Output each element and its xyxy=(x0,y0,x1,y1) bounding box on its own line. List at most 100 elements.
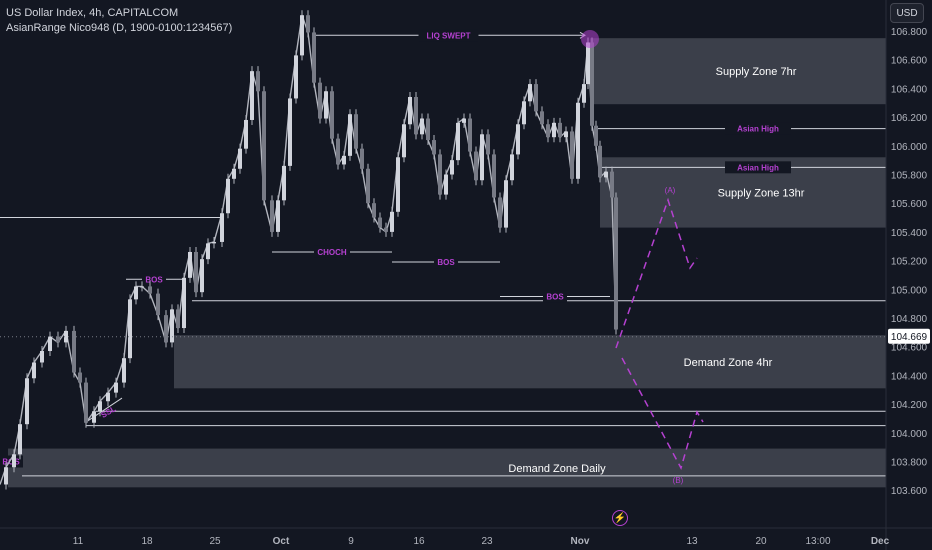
currency-button[interactable]: USD xyxy=(890,3,924,23)
candle-body xyxy=(516,124,520,155)
candle-body xyxy=(164,315,168,343)
candle-body xyxy=(450,160,454,175)
projection-label: (B) xyxy=(673,476,684,485)
x-tick-label: 16 xyxy=(413,536,425,547)
y-tick-label: 106.000 xyxy=(891,142,928,153)
candle-body xyxy=(212,241,216,244)
y-tick-label: 105.800 xyxy=(891,171,928,182)
candle-body xyxy=(92,411,96,423)
candle-body xyxy=(564,131,568,138)
candle-body xyxy=(238,148,242,169)
candle-body xyxy=(408,97,412,125)
level-label: BOS xyxy=(145,275,163,284)
candle-body xyxy=(540,111,544,125)
candle-body xyxy=(270,200,274,232)
candle-body xyxy=(598,145,602,178)
candle-body xyxy=(4,467,8,485)
y-tick-label: 104.400 xyxy=(891,371,928,382)
candle-body xyxy=(414,97,418,135)
label-bg xyxy=(434,256,458,269)
candle-body xyxy=(546,124,550,138)
flash-icon[interactable]: ⚡ xyxy=(612,510,628,526)
candle-body xyxy=(610,171,614,198)
price-line xyxy=(0,14,617,485)
projection-line xyxy=(621,357,704,470)
x-tick-label: 13:00 xyxy=(805,536,830,547)
candle-body xyxy=(426,118,430,141)
candle-body xyxy=(522,101,526,125)
candle-body xyxy=(456,122,460,161)
candle-body xyxy=(570,131,574,179)
price-tag-label: 104.669 xyxy=(891,332,928,343)
candle-body xyxy=(72,330,76,373)
candle-body xyxy=(232,168,236,179)
candle-body xyxy=(390,211,394,232)
candle-body xyxy=(474,151,478,181)
candle-body xyxy=(372,203,376,218)
candle-body xyxy=(348,114,352,156)
x-tick-label: 18 xyxy=(141,536,153,547)
zone-label: Supply Zone 13hr xyxy=(718,187,805,199)
candle-body xyxy=(342,155,346,165)
level-label: LIQ SWEPT xyxy=(427,31,471,40)
candle-body xyxy=(140,286,144,288)
candle-body xyxy=(486,134,490,155)
candle-body xyxy=(64,330,68,343)
y-tick-label: 104.200 xyxy=(891,400,928,411)
y-tick-label: 105.400 xyxy=(891,228,928,239)
candle-body xyxy=(324,91,328,119)
candle-body xyxy=(586,42,590,85)
candle-body xyxy=(25,378,29,425)
candle-body xyxy=(444,174,448,195)
candle-body xyxy=(294,55,298,99)
candle-body xyxy=(182,277,186,329)
candle-body xyxy=(282,165,286,201)
candle-body xyxy=(384,227,388,232)
candle-body xyxy=(300,15,304,56)
candle-body xyxy=(402,124,406,158)
projection-line xyxy=(615,197,698,349)
level-label: BOS xyxy=(546,292,564,301)
candle-body xyxy=(98,401,102,412)
candle-body xyxy=(18,424,22,455)
y-tick-label: 105.200 xyxy=(891,257,928,268)
candle-body xyxy=(594,125,598,146)
projection-label: (A) xyxy=(665,186,676,195)
zone-label: Demand Zone 4hr xyxy=(684,357,773,369)
label-bg xyxy=(725,122,791,135)
level-label: BOS xyxy=(437,258,455,267)
candle-body xyxy=(420,118,424,135)
y-tick-label: 104.000 xyxy=(891,429,928,440)
candle-body xyxy=(604,171,608,178)
candle-body xyxy=(106,392,110,402)
candle-body xyxy=(306,15,310,33)
candle-body xyxy=(360,148,364,169)
level-label: Asian High xyxy=(737,163,779,172)
candle-body xyxy=(48,336,52,352)
level-label: Asian High xyxy=(737,125,779,134)
y-tick-label: 105.000 xyxy=(891,285,928,296)
candle-body xyxy=(56,336,60,343)
zone-rect xyxy=(8,448,886,488)
candle-body xyxy=(250,71,254,120)
candle-body xyxy=(276,200,280,232)
label-bg xyxy=(543,290,567,303)
candle-body xyxy=(354,114,358,149)
candle-body xyxy=(318,82,322,119)
candle-body xyxy=(480,134,484,181)
candle-body xyxy=(122,358,126,383)
candle-body xyxy=(188,251,192,278)
y-tick-label: 106.600 xyxy=(891,56,928,67)
indicator-title[interactable]: AsianRange Nico948 (D, 1900-0100:1234567… xyxy=(6,22,233,34)
candle-body xyxy=(462,118,466,123)
y-tick-label: 103.800 xyxy=(891,458,928,469)
candle-body xyxy=(288,98,292,166)
candle-body xyxy=(256,71,260,92)
zone-label: Supply Zone 7hr xyxy=(716,66,797,78)
candle-body xyxy=(498,197,502,228)
symbol-title[interactable]: US Dollar Index, 4h, CAPITALCOM xyxy=(6,7,179,19)
x-tick-label: 23 xyxy=(481,536,493,547)
candle-body xyxy=(534,84,538,112)
zone-rect xyxy=(174,335,886,389)
